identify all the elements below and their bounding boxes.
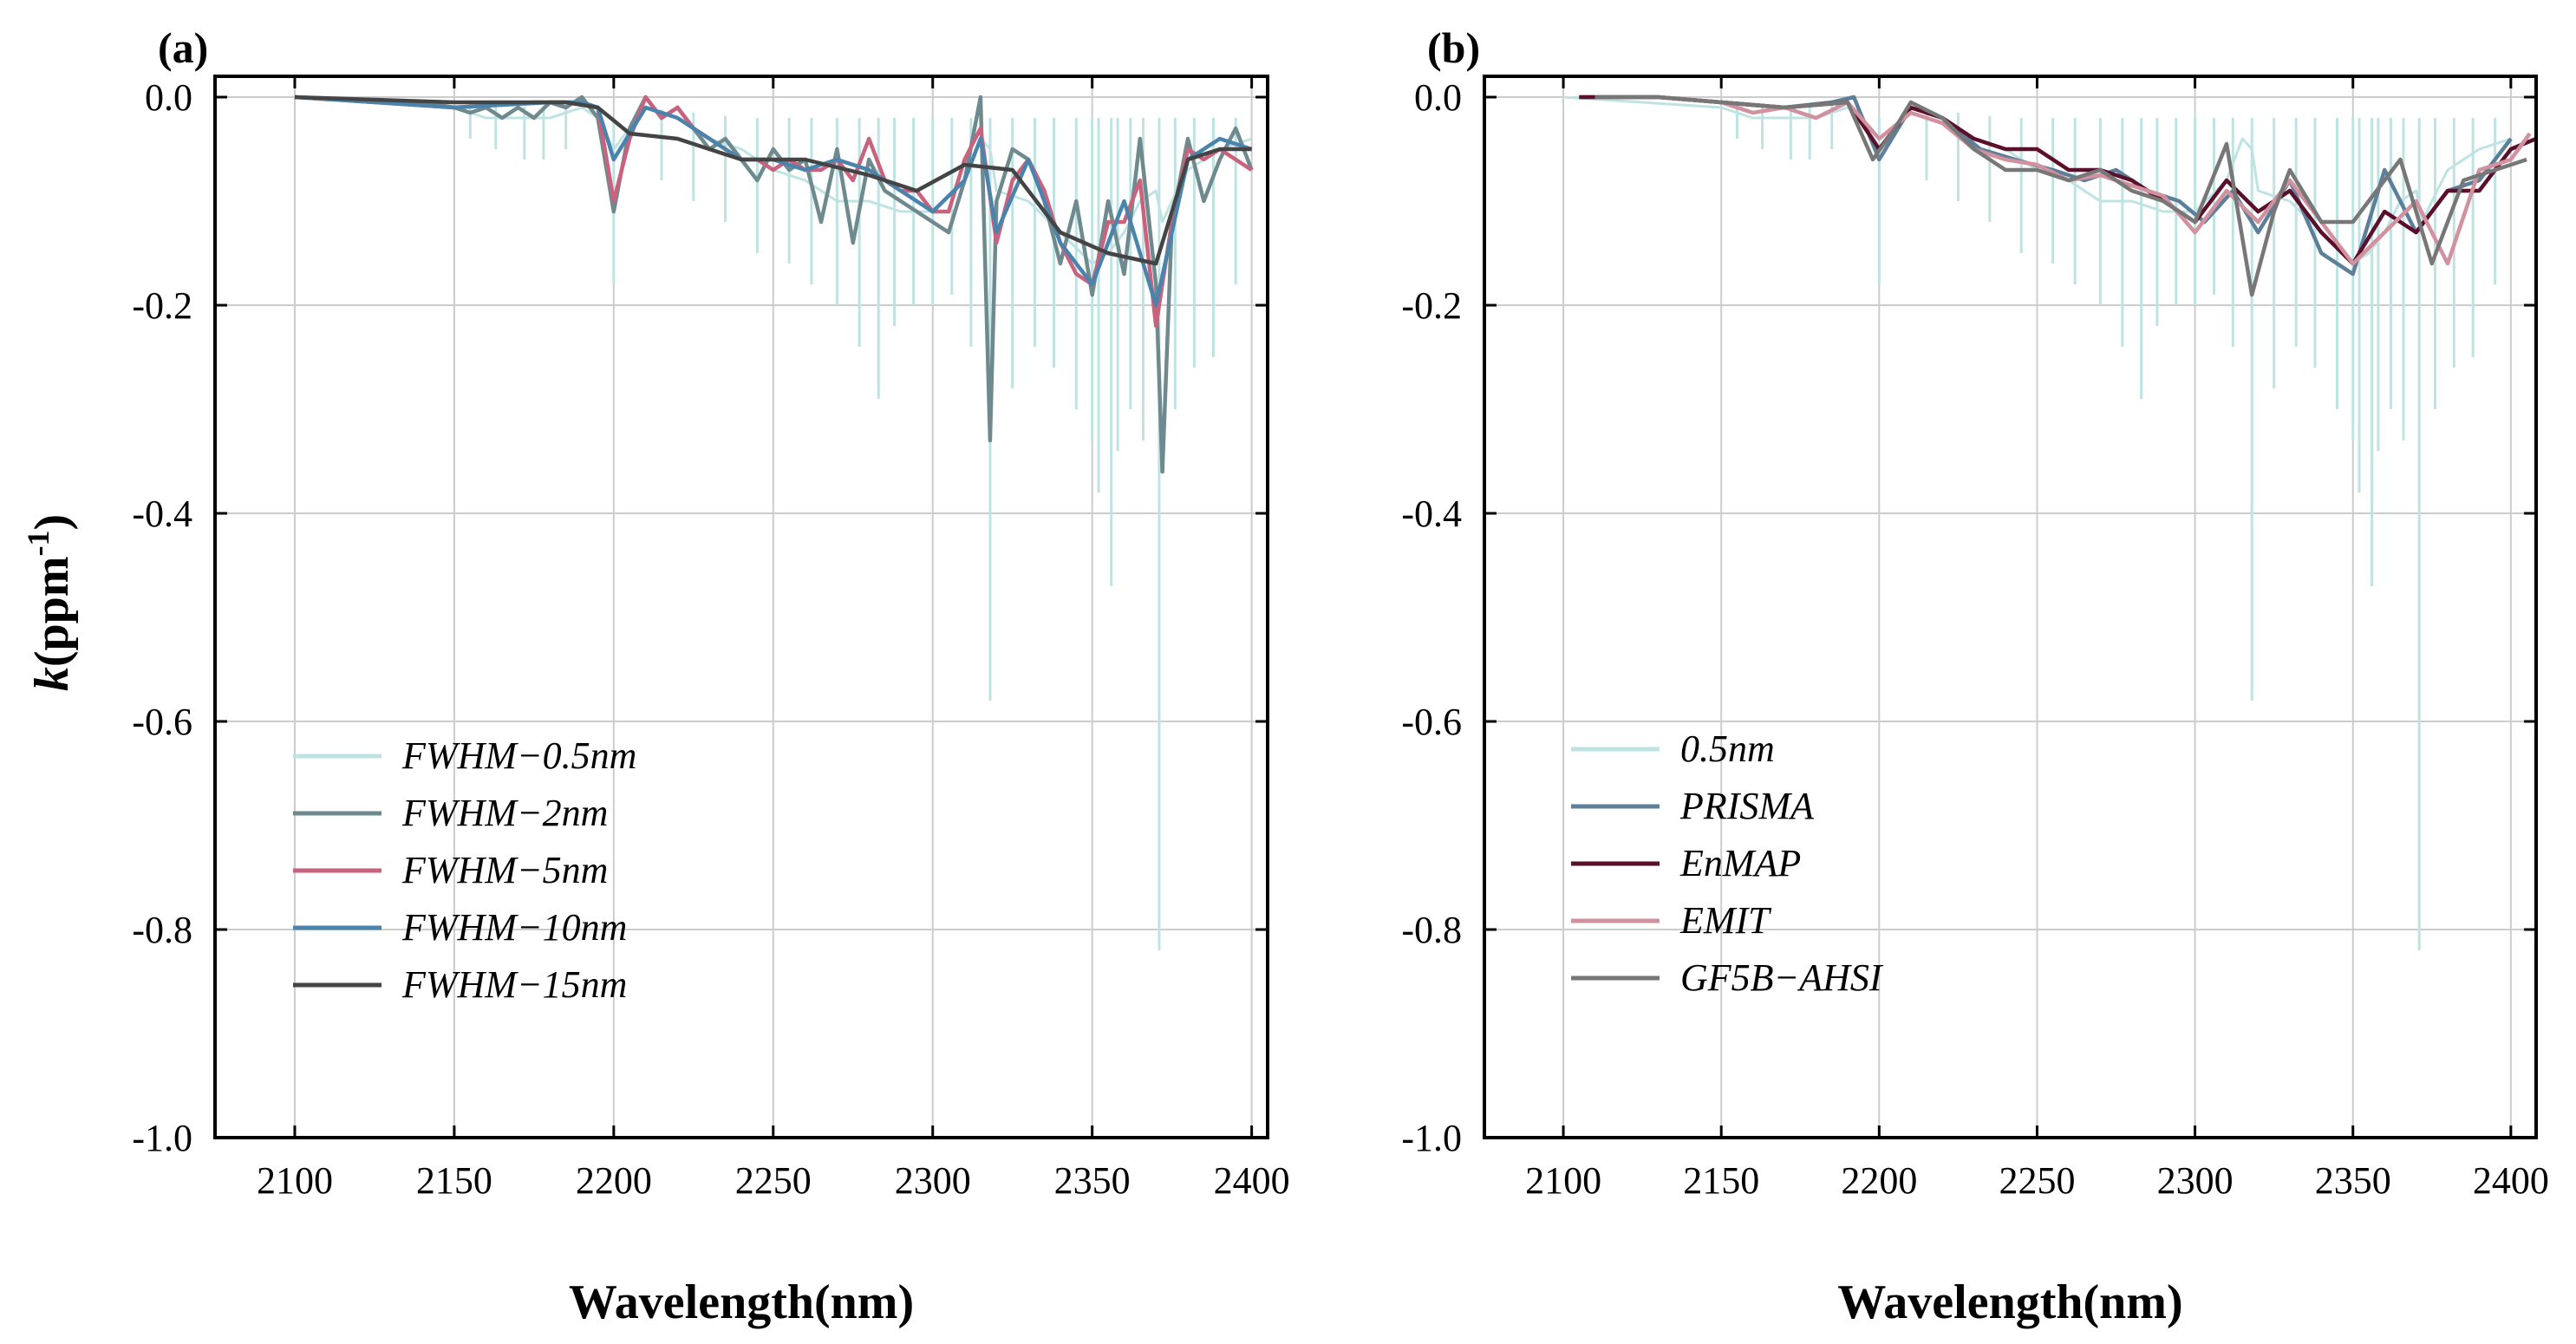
- y-tick-label: -1.0: [1401, 1117, 1462, 1159]
- panel-b: 2100 2150 2200 2250 2300 2350 2400 0.0 -0.2 -0.4 -…: [1401, 23, 2549, 1329]
- x-tick-label: 2350: [2315, 1159, 2391, 1202]
- legend-label: GF5B−AHSI: [1680, 956, 1884, 999]
- x-tick-label: 2150: [1683, 1159, 1759, 1202]
- x-tick-label: 2100: [1525, 1159, 1601, 1202]
- x-tick-label: 2350: [1054, 1159, 1131, 1202]
- series-prisma-line: [1579, 95, 2513, 277]
- y-tick-label: 0.0: [145, 76, 192, 119]
- legend-label: EMIT: [1679, 899, 1772, 942]
- y-axis-title-symbol: k: [25, 667, 79, 691]
- plot-frame: [213, 75, 1269, 1139]
- x-tick-label: 2200: [1841, 1159, 1917, 1202]
- legend-label: FWHM−15nm: [401, 963, 627, 1006]
- legend-label: 0.5nm: [1680, 727, 1775, 770]
- x-axis-title: Wavelength(nm): [1837, 1275, 2182, 1329]
- y-tick-label: -0.8: [1401, 909, 1462, 951]
- y-axis-title-close: ): [25, 514, 79, 531]
- legend-label: FWHM−2nm: [401, 792, 608, 834]
- x-tick-label: 2250: [735, 1159, 812, 1202]
- legend-label: FWHM−0.5nm: [401, 734, 636, 777]
- plot-frame: [1483, 75, 2538, 1139]
- y-tick-label: -0.4: [1401, 493, 1462, 535]
- series-fwhm-10nm-line: [294, 95, 1253, 308]
- y-tick-label: -1.0: [132, 1117, 192, 1159]
- series-enmap-line: [1579, 95, 2537, 266]
- series-emit-line: [1595, 95, 2532, 266]
- legend-label: FWHM−5nm: [401, 849, 608, 891]
- panel-label: (a): [158, 23, 208, 72]
- y-axis-title-unit: (ppm: [25, 557, 79, 668]
- panel-label: (b): [1427, 23, 1480, 72]
- y-tick-label: -0.2: [1401, 284, 1462, 327]
- series-fwhm-2nm-line: [294, 95, 1254, 474]
- y-axis-title-superscript: -1: [21, 531, 55, 557]
- x-tick-label: 2100: [257, 1159, 333, 1202]
- series-gf5b-ahsi-line: [1595, 95, 2527, 297]
- y-tick-label: -0.6: [132, 701, 192, 743]
- legend-label: PRISMA: [1679, 785, 1815, 827]
- x-tick-label: 2300: [2157, 1159, 2234, 1202]
- x-tick-label: 2150: [416, 1159, 492, 1202]
- y-axis-title: k(ppm-1): [21, 514, 79, 691]
- x-tick-label: 2400: [1214, 1159, 1290, 1202]
- y-tick-label: -0.2: [132, 284, 192, 327]
- legend-label: EnMAP: [1679, 842, 1801, 884]
- x-tick-label: 2300: [895, 1159, 971, 1202]
- legend-label: FWHM−10nm: [401, 906, 627, 949]
- y-tick-label: 0.0: [1414, 76, 1462, 119]
- x-tick-label: 2400: [2473, 1159, 2549, 1202]
- y-tick-label: -0.6: [1401, 701, 1462, 743]
- x-tick-label: 2250: [1999, 1159, 2075, 1202]
- x-axis-title: Wavelength(nm): [569, 1275, 914, 1329]
- series-fwhm-15nm-line: [294, 95, 1252, 266]
- y-tick-label: -0.4: [132, 493, 192, 535]
- y-tick-label: -0.8: [132, 909, 192, 951]
- panel-a: 2100 2150 2200 2250 2300 2350 2400 0.0 -0.2 -0.4 -…: [132, 23, 1289, 1329]
- x-tick-label: 2200: [576, 1159, 652, 1202]
